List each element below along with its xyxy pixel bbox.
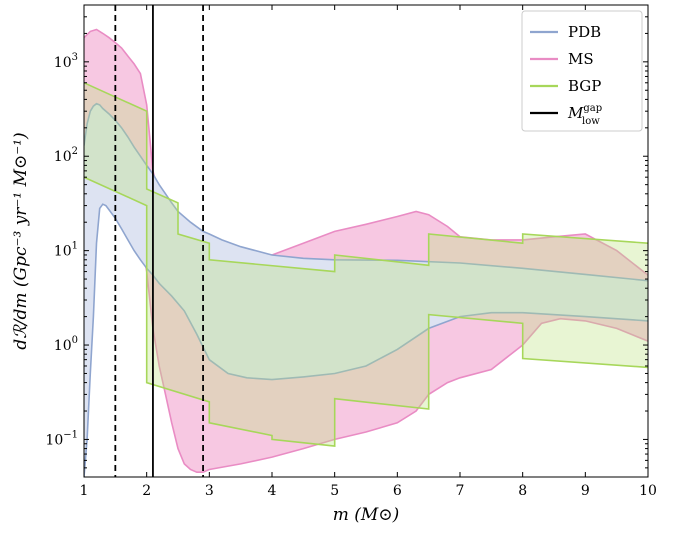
x-axis-title: m (M⊙)	[333, 505, 399, 525]
band-bgp	[84, 82, 648, 447]
legend-frame	[521, 10, 643, 132]
legend-label-2: MS	[568, 50, 594, 68]
legend-label-3: BGP	[568, 77, 601, 95]
lower-line-bgp	[84, 176, 648, 447]
series-layer	[84, 28, 648, 477]
x-tick-label: 8	[518, 483, 527, 499]
x-tick-label: 7	[456, 483, 465, 499]
y-axis-title: dℛ/dm (Gpc⁻³ yr⁻¹ M⊙⁻¹)	[11, 132, 31, 349]
x-tick-label: 2	[142, 483, 151, 499]
y-tick-label: 101	[54, 241, 78, 260]
tick-layer: 1 2 3 4 5 6 7 8 9 10 10−1 100 101 102 103	[45, 4, 657, 499]
x-tick-label: 9	[581, 483, 590, 499]
legend-label-1: PDB	[568, 23, 601, 41]
band-pdb	[84, 103, 648, 477]
x-tick-label: 3	[205, 483, 214, 499]
y-tick-label: 10−1	[45, 429, 78, 448]
y-tick-label: 103	[54, 52, 78, 71]
legend: PDB MS BGP Mgap low	[521, 10, 643, 132]
x-tick-label: 4	[268, 483, 277, 499]
x-tick-label: 5	[330, 483, 339, 499]
plot-frame	[83, 4, 649, 478]
vertical-lines-layer	[114, 5, 204, 477]
y-tick-label: 100	[54, 335, 78, 354]
legend-label-4: Mgap low	[567, 103, 602, 127]
x-tick-label: 1	[80, 483, 89, 499]
upper-line-pdb	[84, 102, 648, 282]
lower-line-pdb	[84, 203, 648, 477]
x-tick-label: 6	[393, 483, 402, 499]
x-tick-label: 10	[639, 483, 657, 499]
y-tick-label: 102	[54, 146, 78, 165]
upper-line-bgp	[84, 82, 648, 273]
